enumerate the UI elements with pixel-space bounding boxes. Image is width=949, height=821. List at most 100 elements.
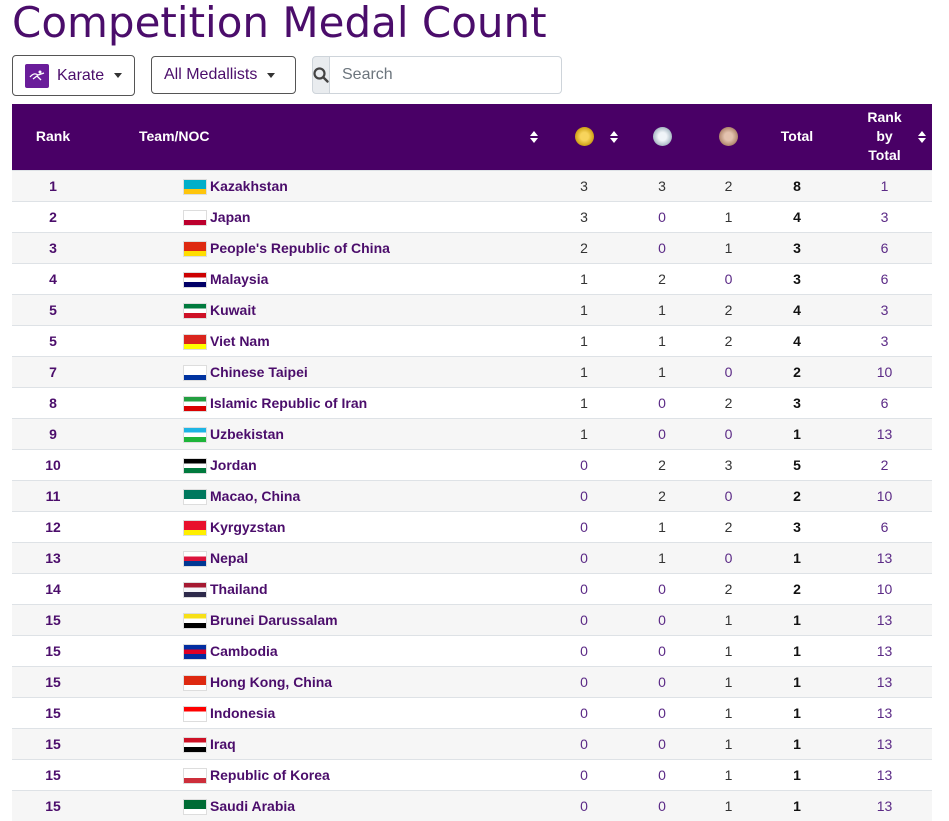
- rank-cell: 9: [49, 425, 57, 442]
- gold-count: 0: [580, 642, 588, 659]
- gold-count: 0: [580, 549, 588, 566]
- column-header-rank[interactable]: Rank: [35, 128, 71, 145]
- table-row: 15 Brunei Darussalam 0 0 1 1 13: [12, 604, 932, 635]
- rank-cell: 15: [45, 611, 61, 628]
- team-link[interactable]: Viet Nam: [210, 332, 270, 349]
- rank-by-total-line-3: Total: [868, 147, 901, 164]
- table-row: 5 Kuwait 1 1 2 4 3: [12, 294, 932, 325]
- rank-cell: 1: [49, 177, 57, 194]
- rank-cell: 8: [49, 394, 57, 411]
- team-cell: Chinese Taipei: [94, 356, 544, 387]
- table-row: 15 Cambodia 0 0 1 1 13: [12, 635, 932, 666]
- table-row: 7 Chinese Taipei 1 1 0 2 10: [12, 356, 932, 387]
- gold-count: 1: [580, 394, 588, 411]
- rank-by-total-line-2: by: [876, 128, 893, 145]
- flag-icon: [183, 457, 207, 474]
- total-count: 2: [793, 580, 801, 597]
- bronze-count: 1: [724, 735, 733, 752]
- team-link[interactable]: Kazakhstan: [210, 177, 288, 194]
- total-count: 2: [793, 363, 801, 380]
- flag-icon: [183, 271, 207, 288]
- bronze-count: 2: [724, 332, 733, 349]
- team-link[interactable]: Cambodia: [210, 642, 278, 659]
- rank-by-total-cell: 13: [876, 766, 893, 783]
- team-link[interactable]: Nepal: [210, 549, 249, 566]
- rank-cell: 4: [49, 270, 57, 287]
- column-header-total[interactable]: Total: [780, 128, 814, 145]
- rank-by-total-cell: 13: [876, 425, 893, 442]
- rank-by-total-cell: 6: [880, 394, 889, 411]
- team-link[interactable]: Saudi Arabia: [210, 797, 296, 814]
- column-header-team[interactable]: Team/NOC: [94, 104, 544, 170]
- rank-cell: 15: [45, 735, 61, 752]
- team-link[interactable]: Thailand: [210, 580, 268, 597]
- column-header-bronze[interactable]: [700, 104, 757, 170]
- search-button[interactable]: [312, 56, 330, 94]
- rank-cell: 5: [49, 332, 57, 349]
- table-row: 5 Viet Nam 1 1 2 4 3: [12, 325, 932, 356]
- bronze-count: 2: [724, 301, 733, 318]
- team-link[interactable]: Uzbekistan: [210, 425, 284, 442]
- team-link[interactable]: Chinese Taipei: [210, 363, 308, 380]
- rank-by-total-cell: 3: [880, 208, 889, 225]
- total-count: 3: [793, 239, 801, 256]
- team-link[interactable]: Iraq: [210, 735, 236, 752]
- team-link[interactable]: Macao, China: [210, 487, 301, 504]
- rank-by-total-cell: 6: [880, 270, 889, 287]
- team-link[interactable]: Kuwait: [210, 301, 256, 318]
- silver-count: 0: [658, 766, 666, 783]
- column-header-team-label: Team/NOC: [139, 128, 210, 145]
- rank-by-total-cell: 2: [880, 456, 889, 473]
- team-cell: Hong Kong, China: [94, 666, 544, 697]
- team-link[interactable]: People's Republic of China: [210, 239, 390, 256]
- medallist-filter-dropdown[interactable]: All Medallists: [151, 56, 296, 94]
- team-link[interactable]: Japan: [210, 208, 251, 225]
- column-header-gold[interactable]: [544, 104, 624, 170]
- silver-count: 0: [658, 673, 666, 690]
- bronze-count: 1: [724, 704, 733, 721]
- team-link[interactable]: Kyrgyzstan: [210, 518, 286, 535]
- table-header-row: Rank Team/NOC Total Rank by Total: [12, 104, 932, 170]
- flag-icon: [183, 798, 207, 815]
- rank-by-total-cell: 13: [876, 704, 893, 721]
- medal-table: Rank Team/NOC Total Rank by Total: [12, 104, 932, 821]
- column-header-rank-by-total[interactable]: Rank by Total: [837, 104, 932, 170]
- team-link[interactable]: Indonesia: [210, 704, 276, 721]
- bronze-medal-icon: [719, 126, 738, 146]
- rank-by-total-cell: 1: [880, 177, 889, 194]
- silver-count: 3: [658, 177, 666, 194]
- search-input[interactable]: [330, 56, 562, 94]
- rank-by-total-cell: 3: [880, 301, 889, 318]
- flag-icon: [183, 209, 207, 226]
- bronze-count: 1: [724, 797, 733, 814]
- gold-count: 0: [580, 766, 588, 783]
- column-header-silver[interactable]: [624, 104, 700, 170]
- gold-count: 0: [580, 673, 588, 690]
- team-link[interactable]: Brunei Darussalam: [210, 611, 338, 628]
- total-count: 1: [793, 735, 801, 752]
- rank-cell: 15: [45, 642, 61, 659]
- table-row: 1 Kazakhstan 3 3 2 8 1: [12, 170, 932, 201]
- flag-icon: [183, 736, 207, 753]
- rank-by-total-cell: 10: [876, 363, 893, 380]
- rank-cell: 14: [45, 580, 61, 597]
- team-link[interactable]: Jordan: [210, 456, 257, 473]
- karate-icon: [25, 63, 49, 88]
- team-cell: Thailand: [94, 573, 544, 604]
- total-count: 3: [793, 270, 801, 287]
- table-row: 3 People's Republic of China 2 0 1 3 6: [12, 232, 932, 263]
- total-count: 1: [793, 611, 801, 628]
- flag-icon: [183, 333, 207, 350]
- team-link[interactable]: Hong Kong, China: [210, 673, 333, 690]
- table-row: 15 Indonesia 0 0 1 1 13: [12, 697, 932, 728]
- gold-count: 2: [580, 239, 588, 256]
- medallist-filter-label: All Medallists: [164, 66, 258, 83]
- team-link[interactable]: Islamic Republic of Iran: [210, 394, 368, 411]
- team-link[interactable]: Malaysia: [210, 270, 269, 287]
- rank-by-total-cell: 13: [876, 735, 893, 752]
- team-cell: Islamic Republic of Iran: [94, 387, 544, 418]
- rank-cell: 10: [45, 456, 61, 473]
- sport-dropdown-button[interactable]: Karate: [12, 55, 135, 96]
- team-link[interactable]: Republic of Korea: [210, 766, 330, 783]
- table-row: 4 Malaysia 1 2 0 3 6: [12, 263, 932, 294]
